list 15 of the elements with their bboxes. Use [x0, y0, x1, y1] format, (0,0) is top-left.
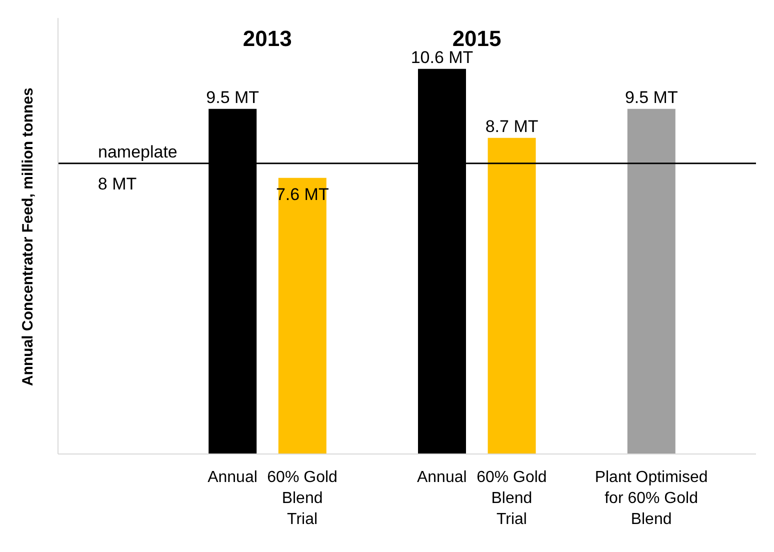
annotation: 2013	[242, 26, 292, 51]
ref-line-label: nameplate	[98, 142, 178, 162]
x-tick-label: 60% Gold Blend Trial	[267, 469, 338, 528]
data-label: 9.5 MT	[624, 88, 678, 107]
y-axis-title: Annual Concentrator Feed, million tonnes	[19, 88, 36, 386]
bar	[278, 178, 326, 454]
data-label: 8.7 MT	[485, 116, 538, 136]
bar	[627, 108, 676, 454]
data-label: 9.5 MT	[206, 88, 260, 107]
x-tick-label: Annual	[416, 469, 467, 486]
x-tick-label: 60% Gold Blend Trial	[476, 469, 547, 528]
x-tick-label: Plant Optimised for 60% Gold Blend	[594, 469, 708, 528]
x-tick-label: Annual	[208, 469, 258, 486]
bar	[488, 138, 536, 454]
annotation: 8 MT	[98, 174, 137, 194]
